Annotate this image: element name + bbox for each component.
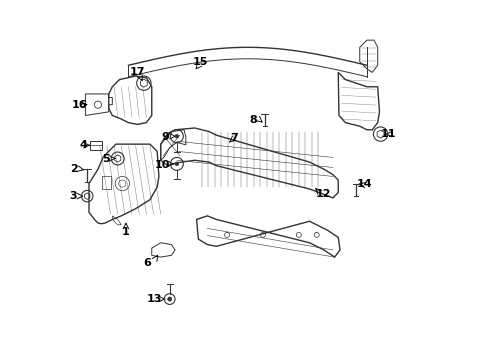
Text: 14: 14 xyxy=(356,179,372,189)
Text: 9: 9 xyxy=(161,132,170,142)
Circle shape xyxy=(175,162,179,166)
Text: 15: 15 xyxy=(193,57,208,67)
Text: 16: 16 xyxy=(72,100,87,110)
Text: 4: 4 xyxy=(80,140,88,150)
Text: 5: 5 xyxy=(102,154,110,164)
Text: 13: 13 xyxy=(147,294,162,304)
Text: 2: 2 xyxy=(70,164,77,174)
Text: 6: 6 xyxy=(144,258,151,268)
Text: 7: 7 xyxy=(230,133,238,143)
Text: 17: 17 xyxy=(130,67,145,77)
Text: 10: 10 xyxy=(155,159,170,170)
Circle shape xyxy=(168,297,172,301)
Text: 11: 11 xyxy=(381,129,396,139)
Circle shape xyxy=(175,134,179,138)
Text: 12: 12 xyxy=(316,189,331,199)
Text: 1: 1 xyxy=(122,227,130,237)
Text: 8: 8 xyxy=(249,115,257,125)
Text: 3: 3 xyxy=(70,191,77,201)
